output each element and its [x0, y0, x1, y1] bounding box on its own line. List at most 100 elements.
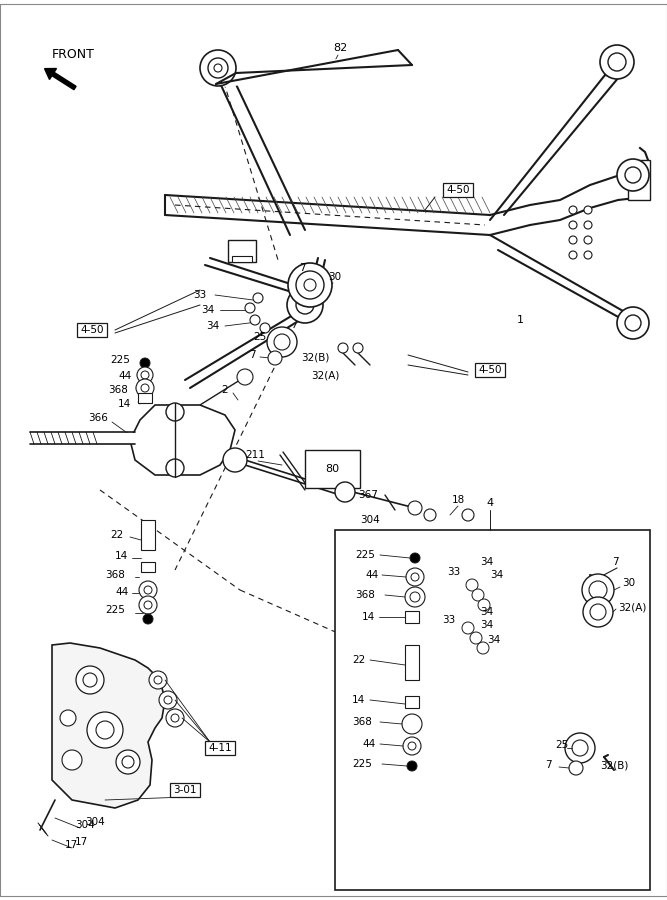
Circle shape: [617, 159, 649, 191]
Bar: [475, 363, 505, 377]
Text: 22: 22: [110, 530, 123, 540]
Circle shape: [569, 221, 577, 229]
Circle shape: [472, 589, 484, 601]
Circle shape: [144, 601, 152, 609]
Circle shape: [268, 351, 282, 365]
Bar: [232, 256, 252, 262]
Text: 304: 304: [75, 820, 95, 830]
Bar: [405, 611, 419, 623]
Text: 44: 44: [365, 570, 378, 580]
Circle shape: [405, 587, 425, 607]
Text: 4-50: 4-50: [80, 325, 104, 335]
Text: 33: 33: [447, 567, 460, 577]
Text: 4-11: 4-11: [208, 743, 232, 753]
Text: 22: 22: [352, 655, 366, 665]
Circle shape: [477, 642, 489, 654]
Circle shape: [208, 58, 228, 78]
Text: 7: 7: [299, 263, 305, 273]
PathPatch shape: [52, 643, 165, 808]
Text: 304: 304: [360, 515, 380, 525]
Bar: [335, 530, 650, 890]
Text: 33: 33: [442, 615, 455, 625]
Circle shape: [462, 509, 474, 521]
Circle shape: [590, 604, 606, 620]
Circle shape: [223, 448, 247, 472]
Circle shape: [407, 761, 417, 771]
Circle shape: [353, 343, 363, 353]
Text: 30: 30: [622, 578, 635, 588]
Circle shape: [60, 710, 76, 726]
Text: 225: 225: [105, 605, 125, 615]
Circle shape: [565, 733, 595, 763]
Circle shape: [338, 343, 348, 353]
Circle shape: [296, 296, 314, 314]
Circle shape: [600, 45, 634, 79]
Circle shape: [87, 712, 123, 748]
Circle shape: [462, 622, 474, 634]
Circle shape: [584, 221, 592, 229]
Circle shape: [304, 279, 316, 291]
Circle shape: [410, 592, 420, 602]
Circle shape: [200, 50, 236, 86]
Circle shape: [141, 384, 149, 392]
Text: 25: 25: [555, 740, 568, 750]
Text: 82: 82: [333, 43, 347, 53]
Text: 80: 80: [325, 464, 339, 474]
Circle shape: [410, 553, 420, 563]
Text: 4-50: 4-50: [478, 365, 502, 375]
Circle shape: [408, 501, 422, 515]
Circle shape: [288, 263, 332, 307]
Circle shape: [274, 334, 290, 350]
Circle shape: [143, 614, 153, 624]
Bar: [628, 160, 650, 200]
Text: 7: 7: [249, 350, 255, 360]
Bar: [228, 240, 256, 262]
Text: 14: 14: [118, 399, 131, 409]
Text: 368: 368: [105, 570, 125, 580]
Circle shape: [149, 671, 167, 689]
Circle shape: [608, 53, 626, 71]
Circle shape: [166, 403, 184, 421]
Text: 14: 14: [362, 612, 376, 622]
Text: 32(A): 32(A): [618, 602, 646, 612]
Text: 1: 1: [516, 315, 524, 325]
Circle shape: [164, 696, 172, 704]
Circle shape: [136, 379, 154, 397]
Text: 368: 368: [108, 385, 128, 395]
Circle shape: [470, 632, 482, 644]
Circle shape: [625, 167, 641, 183]
Circle shape: [144, 586, 152, 594]
Text: 225: 225: [352, 759, 372, 769]
Circle shape: [411, 573, 419, 581]
Text: 34: 34: [201, 305, 215, 315]
Text: 3-01: 3-01: [173, 785, 197, 795]
Bar: [141, 562, 155, 572]
Text: 368: 368: [355, 590, 375, 600]
Circle shape: [403, 737, 421, 755]
Circle shape: [140, 358, 150, 368]
Text: 367: 367: [358, 490, 378, 500]
Circle shape: [569, 251, 577, 259]
Text: 17: 17: [65, 840, 78, 850]
Circle shape: [260, 323, 270, 333]
Circle shape: [569, 236, 577, 244]
Text: 14: 14: [352, 695, 366, 705]
Circle shape: [584, 236, 592, 244]
Circle shape: [76, 666, 104, 694]
Bar: [405, 645, 419, 680]
Circle shape: [406, 568, 424, 586]
Circle shape: [408, 742, 416, 750]
Circle shape: [466, 579, 478, 591]
Circle shape: [335, 482, 355, 502]
Text: 17: 17: [75, 837, 88, 847]
Bar: [405, 696, 419, 708]
Circle shape: [62, 750, 82, 770]
Text: 368: 368: [352, 717, 372, 727]
Circle shape: [267, 327, 297, 357]
Text: 25: 25: [253, 332, 267, 342]
Circle shape: [166, 709, 184, 727]
Circle shape: [245, 303, 255, 313]
Circle shape: [424, 509, 436, 521]
Circle shape: [237, 369, 253, 385]
Circle shape: [625, 315, 641, 331]
